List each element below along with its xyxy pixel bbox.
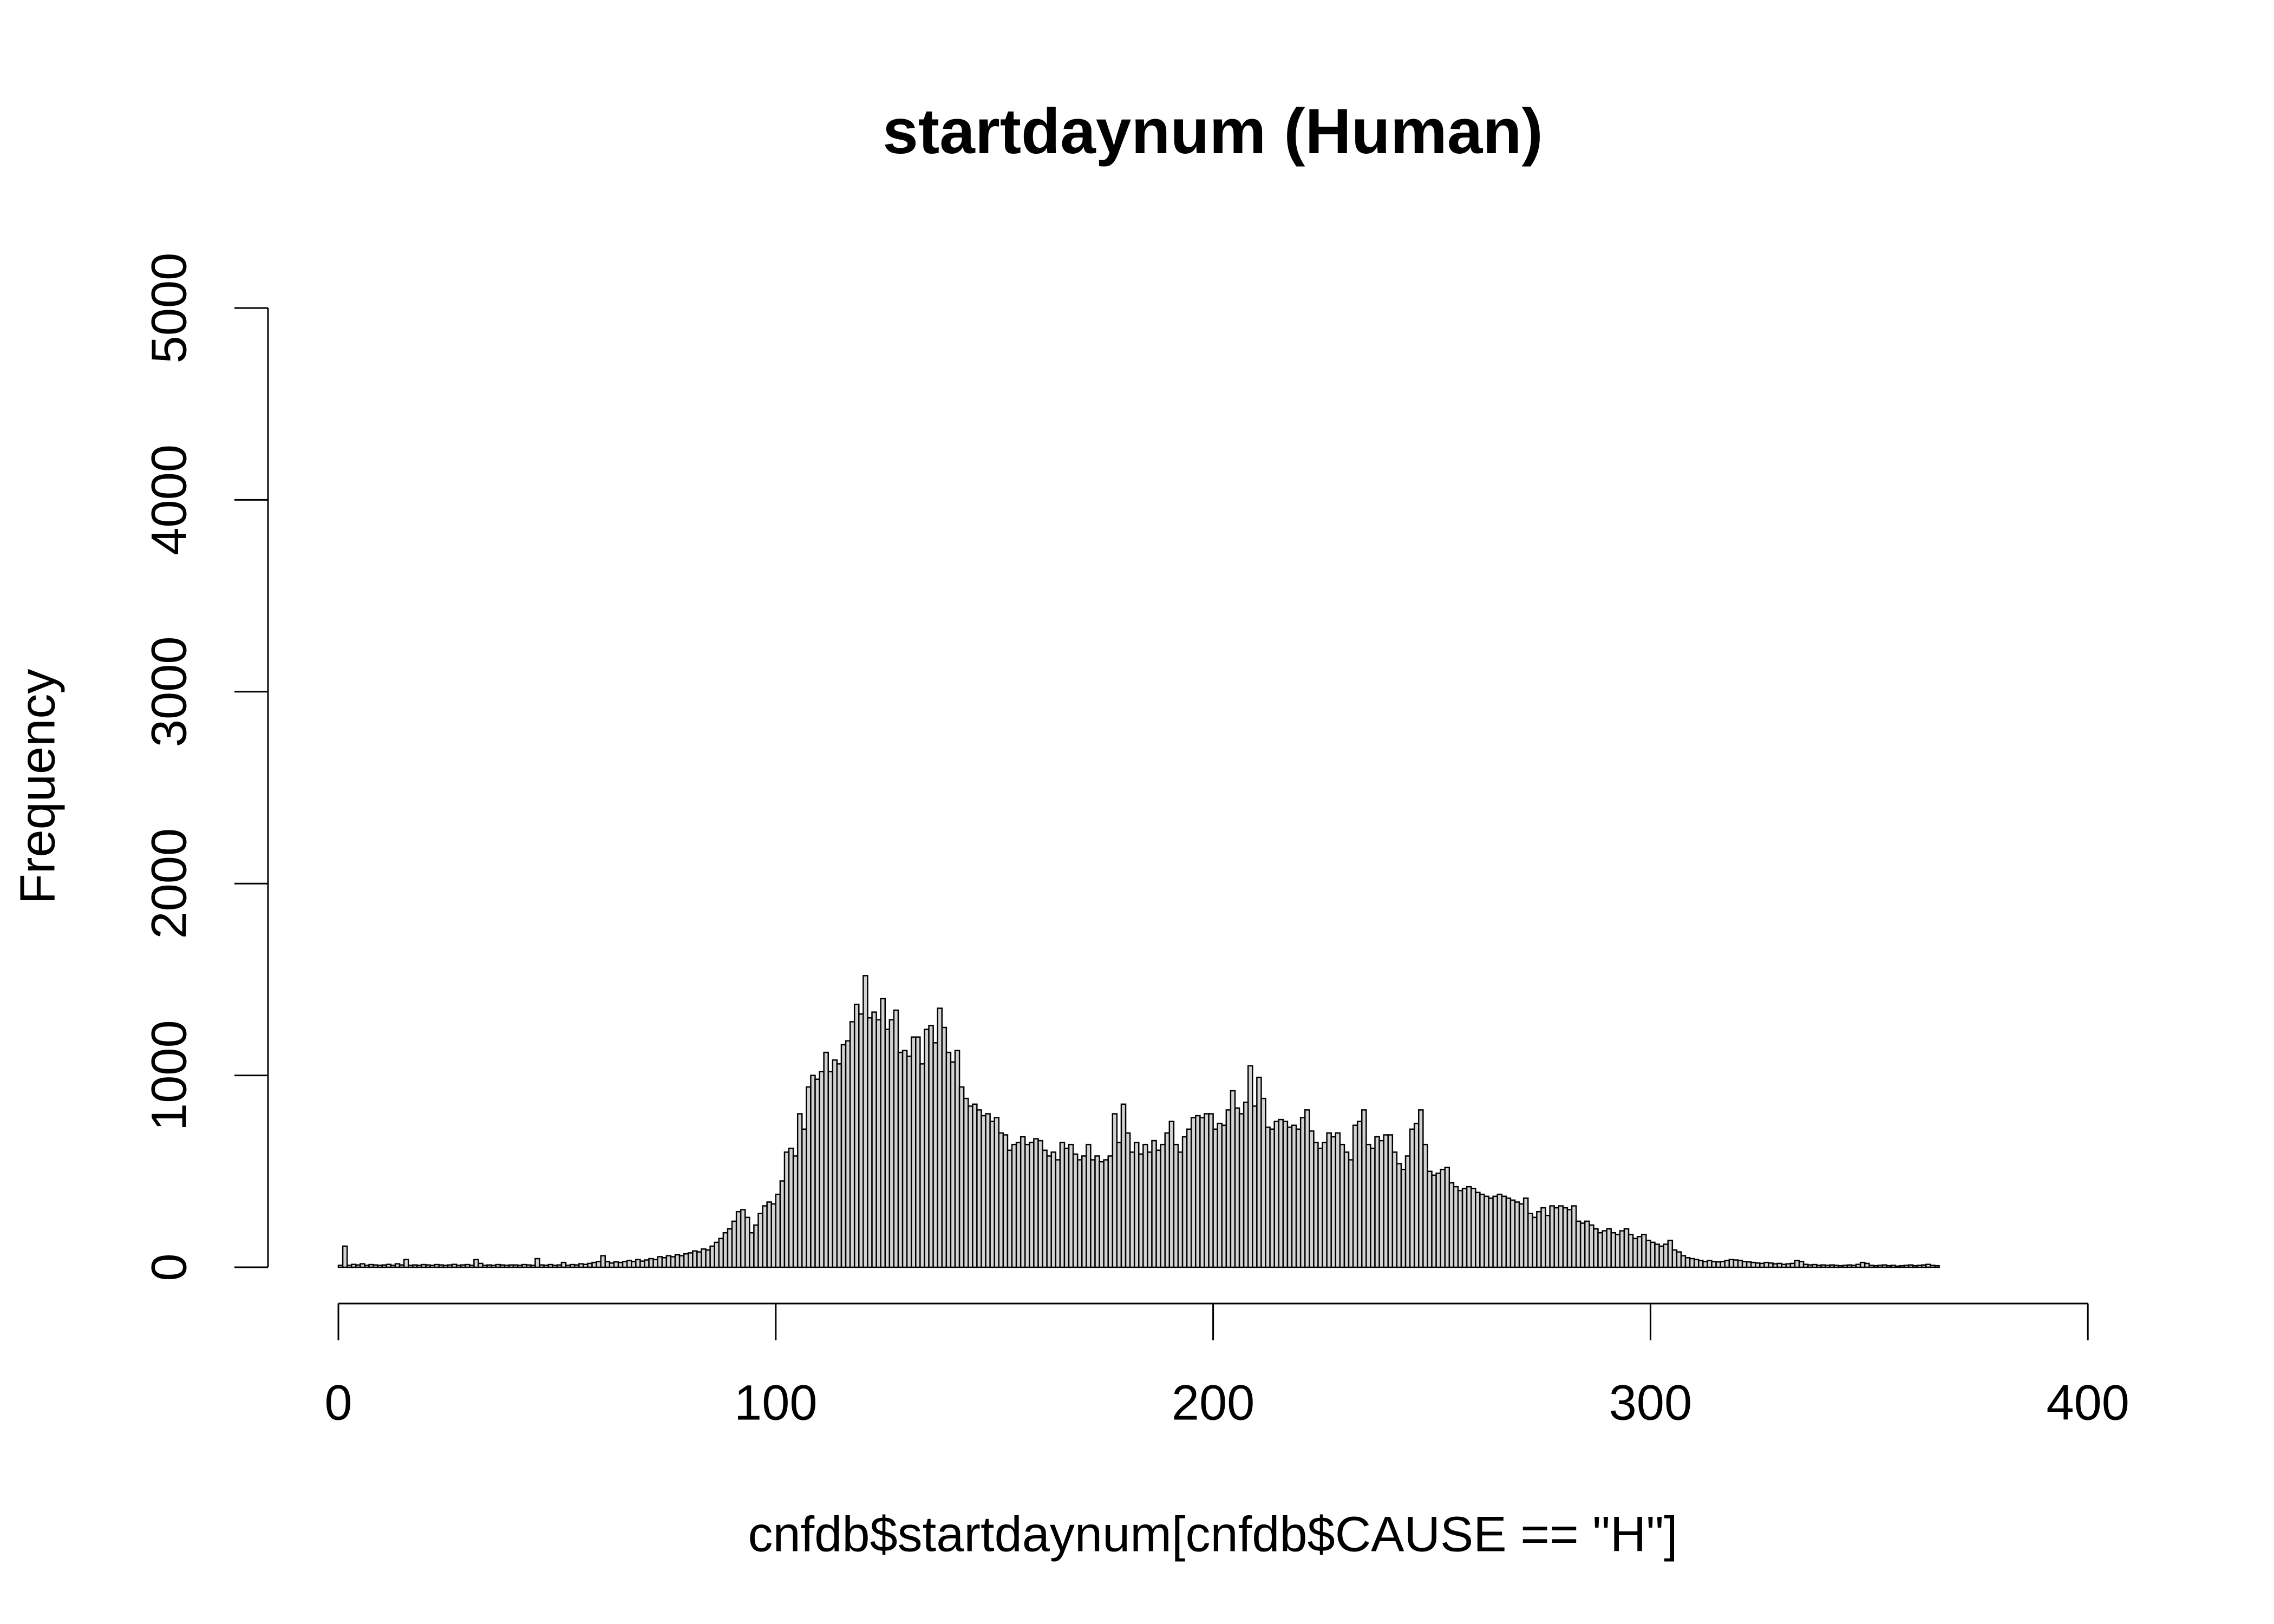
x-tick-label: 0 [324, 1375, 352, 1430]
y-axis-label: Frequency [10, 669, 65, 905]
x-tick-label: 300 [1609, 1375, 1693, 1430]
bar [403, 1259, 409, 1268]
y-tick-label: 0 [141, 1253, 197, 1281]
y-tick-label: 5000 [141, 253, 197, 364]
x-axis-label: cnfdb$startdaynum[cnfdb$CAUSE == "H"] [748, 1507, 1677, 1562]
chart-title: startdaynum (Human) [883, 96, 1543, 167]
bar [534, 1258, 540, 1268]
x-tick-label: 100 [734, 1375, 818, 1430]
y-tick-label: 2000 [141, 828, 197, 939]
y-tick-label: 4000 [141, 444, 197, 555]
x-tick-label: 200 [1172, 1375, 1255, 1430]
y-tick-label: 1000 [141, 1020, 197, 1131]
bar [1934, 1265, 1940, 1268]
bar [342, 1245, 348, 1268]
x-tick-label: 400 [2046, 1375, 2129, 1430]
y-tick-label: 3000 [141, 636, 197, 747]
